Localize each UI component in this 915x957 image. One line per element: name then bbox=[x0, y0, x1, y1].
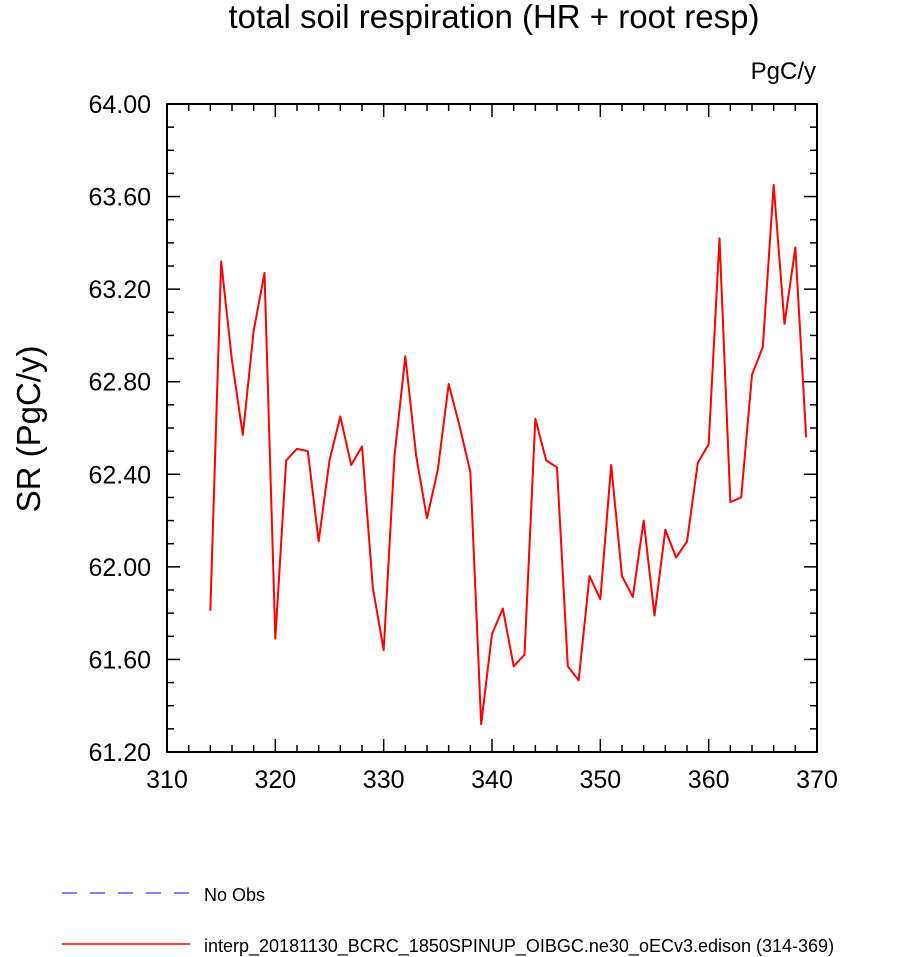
x-tick-label: 320 bbox=[254, 766, 296, 794]
y-tick-label: 62.40 bbox=[88, 461, 151, 489]
legend-label-model-run: interp_20181130_BCRC_1850SPINUP_OIBGC.ne… bbox=[204, 936, 834, 957]
plot-frame bbox=[166, 103, 818, 753]
chart-title: total soil respiration (HR + root resp) bbox=[229, 0, 760, 35]
x-tick-label: 340 bbox=[471, 766, 513, 794]
y-tick-label: 63.20 bbox=[88, 276, 151, 304]
y-tick-label: 63.60 bbox=[88, 184, 151, 212]
y-tick-label: 62.00 bbox=[88, 554, 151, 582]
y-axis-label: SR (PgC/y) bbox=[10, 346, 47, 513]
legend-label-no-obs: No Obs bbox=[204, 885, 265, 905]
x-tick-label: 350 bbox=[579, 766, 621, 794]
y-tick-label: 61.20 bbox=[88, 739, 151, 767]
tick-labels: 310 320 330 340 350 360 370 61.20 61.60 62.00 62.4… bbox=[88, 91, 837, 794]
series-line-1 bbox=[209, 184, 808, 726]
y-tick-label: 61.60 bbox=[88, 646, 151, 674]
x-tick-label: 360 bbox=[688, 766, 730, 794]
x-tick-label: 330 bbox=[363, 766, 405, 794]
x-tick-label: 370 bbox=[796, 766, 838, 794]
series-layer bbox=[209, 184, 808, 726]
y-tick-label: 64.00 bbox=[88, 91, 151, 119]
legend: No Obs interp_20181130_BCRC_1850SPINUP_O… bbox=[62, 885, 834, 957]
y-tick-label: 62.80 bbox=[88, 369, 151, 397]
units-label: PgC/y bbox=[751, 58, 816, 85]
axis-ticks bbox=[166, 103, 818, 753]
x-tick-label: 310 bbox=[146, 766, 188, 794]
